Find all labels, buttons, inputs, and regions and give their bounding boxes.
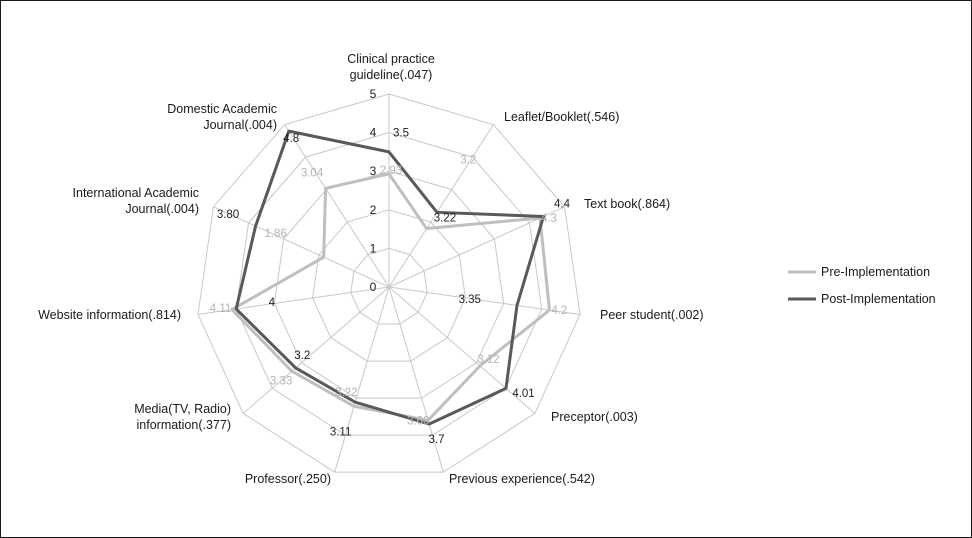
scale-tick-label: 1 — [370, 241, 377, 255]
grid — [197, 93, 581, 473]
category-label: Domestic Academic Journal(.004) — [167, 102, 277, 132]
category-label: Peer student(.002) — [600, 308, 704, 322]
data-label-post: 3.80 — [217, 209, 239, 221]
category-label: Website information(.814) — [38, 308, 181, 322]
category-labels: Clinical practice guideline(.047) Leaflet/… — [38, 52, 703, 486]
value-labels: 2.933.24.34.23.123.603.223.334.111.863.0… — [210, 127, 571, 446]
grid-spoke — [284, 124, 390, 288]
data-label-post: 4.8 — [283, 133, 299, 145]
data-label-post: 4.01 — [512, 388, 534, 400]
data-label-post: 3.2 — [294, 350, 310, 362]
data-label-post: 3.11 — [330, 426, 352, 438]
scale-tick-label: 5 — [370, 87, 377, 101]
category-label: Professor(.250) — [245, 472, 331, 486]
grid-spoke — [242, 286, 390, 414]
category-label: Leaflet/Booklet(.546) — [504, 110, 619, 124]
grid-spoke — [197, 286, 390, 315]
data-label-pre: 4.3 — [541, 213, 557, 225]
data-label-pre: 3.22 — [335, 387, 357, 399]
data-label-pre: 2.93 — [380, 165, 402, 177]
grid-spoke — [388, 286, 444, 473]
data-label-post: 3.7 — [428, 434, 444, 446]
legend: Pre-Implementation Post-Implementation — [788, 265, 936, 306]
grid-ring — [350, 247, 428, 325]
data-label-post: 3.5 — [393, 127, 409, 139]
category-label: Text book(.864) — [584, 197, 670, 211]
category-label: Preceptor(.003) — [551, 410, 638, 424]
scale-tick-label: 4 — [370, 126, 377, 140]
grid-spoke — [388, 206, 565, 288]
data-label-pre: 1.86 — [264, 228, 286, 240]
data-label-pre: 3.2 — [460, 155, 476, 167]
legend-label-pre: Pre-Implementation — [821, 265, 930, 279]
scale-tick-label: 0 — [370, 280, 377, 294]
category-label: International Academic Journal(.004) — [73, 186, 199, 216]
data-label-post: 3.35 — [459, 294, 481, 306]
grid-spoke — [334, 286, 390, 473]
data-label-pre: 4.11 — [210, 303, 232, 315]
category-label: Previous experience(.542) — [449, 472, 595, 486]
data-label-post: 3.22 — [434, 213, 456, 225]
category-label: Media(TV, Radio) information(.377) — [134, 402, 231, 432]
grid-spoke — [388, 286, 536, 414]
category-label: Clinical practice guideline(.047) — [347, 52, 435, 82]
grid-ring — [235, 132, 543, 436]
scale-tick-label: 2 — [370, 203, 377, 217]
data-label-post: 4.4 — [554, 199, 571, 211]
scale-tick-label: 3 — [370, 164, 377, 178]
scale-labels: 0 1 2 3 4 5 — [370, 87, 377, 294]
series-post-implementation — [234, 129, 545, 426]
data-label-pre: 4.2 — [551, 305, 567, 317]
data-label-pre: 3.04 — [301, 168, 324, 180]
legend-label-post: Post-Implementation — [821, 292, 936, 306]
grid-ring — [197, 93, 581, 473]
grid-ring — [273, 170, 505, 399]
series — [230, 129, 551, 426]
grid-spoke — [388, 124, 494, 288]
grid-spoke — [213, 206, 390, 288]
data-label-post: 4 — [269, 297, 276, 309]
data-label-pre: 3.33 — [270, 376, 292, 388]
data-label-pre: 3.60 — [407, 415, 429, 427]
data-label-pre: 3.12 — [477, 354, 499, 366]
